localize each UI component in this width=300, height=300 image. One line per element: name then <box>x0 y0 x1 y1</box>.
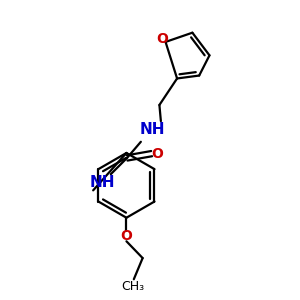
Text: NH: NH <box>89 176 115 190</box>
Text: O: O <box>121 229 132 243</box>
Text: O: O <box>157 32 169 46</box>
Text: CH₃: CH₃ <box>121 280 144 293</box>
Text: O: O <box>152 147 164 160</box>
Text: NH: NH <box>139 122 165 137</box>
